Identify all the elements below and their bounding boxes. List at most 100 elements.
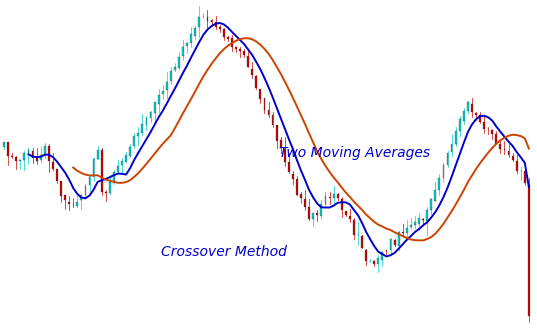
Bar bbox=[11, 156, 13, 157]
Bar bbox=[406, 228, 408, 233]
Bar bbox=[247, 56, 249, 67]
Bar bbox=[483, 122, 485, 129]
Bar bbox=[447, 153, 448, 165]
Bar bbox=[133, 136, 135, 146]
Bar bbox=[150, 113, 151, 118]
Bar bbox=[166, 82, 168, 90]
Bar bbox=[235, 47, 237, 49]
Bar bbox=[524, 171, 526, 183]
Bar bbox=[349, 216, 351, 219]
Bar bbox=[345, 211, 347, 215]
Bar bbox=[199, 17, 200, 27]
Bar bbox=[491, 130, 493, 134]
Bar bbox=[455, 131, 456, 144]
Bar bbox=[272, 115, 273, 125]
Bar bbox=[16, 157, 17, 161]
Bar bbox=[300, 194, 302, 198]
Bar bbox=[365, 250, 367, 261]
Bar bbox=[190, 34, 192, 43]
Bar bbox=[109, 182, 111, 193]
Bar bbox=[471, 104, 473, 112]
Bar bbox=[296, 179, 298, 195]
Bar bbox=[259, 89, 262, 98]
Bar bbox=[35, 158, 38, 161]
Bar bbox=[207, 17, 208, 21]
Bar bbox=[264, 98, 265, 110]
Bar bbox=[125, 155, 127, 162]
Bar bbox=[280, 140, 281, 149]
Bar bbox=[434, 190, 436, 200]
Bar bbox=[231, 38, 233, 47]
Bar bbox=[52, 162, 54, 169]
Bar bbox=[316, 213, 318, 215]
Bar bbox=[84, 186, 86, 195]
Bar bbox=[463, 111, 465, 121]
Bar bbox=[68, 202, 70, 204]
Bar bbox=[304, 199, 306, 207]
Bar bbox=[496, 133, 497, 144]
Bar bbox=[292, 174, 294, 179]
Bar bbox=[137, 133, 139, 136]
Bar bbox=[76, 201, 78, 206]
Bar bbox=[353, 220, 355, 235]
Bar bbox=[64, 195, 66, 200]
Bar bbox=[56, 169, 58, 181]
Bar bbox=[105, 192, 107, 194]
Bar bbox=[337, 194, 338, 198]
Bar bbox=[27, 150, 30, 153]
Bar bbox=[44, 146, 46, 154]
Bar bbox=[182, 47, 184, 56]
Bar bbox=[60, 181, 62, 195]
Bar bbox=[48, 146, 50, 161]
Bar bbox=[219, 27, 221, 29]
Bar bbox=[3, 142, 5, 147]
Bar bbox=[373, 260, 375, 264]
Bar bbox=[211, 20, 213, 22]
Bar bbox=[504, 149, 505, 151]
Bar bbox=[321, 204, 322, 216]
Bar bbox=[516, 161, 518, 172]
Bar bbox=[459, 119, 461, 131]
Bar bbox=[361, 236, 363, 248]
Bar bbox=[162, 91, 164, 94]
Bar bbox=[288, 162, 290, 172]
Bar bbox=[275, 125, 278, 141]
Bar bbox=[479, 114, 481, 122]
Bar bbox=[146, 118, 147, 125]
Bar bbox=[227, 37, 229, 39]
Bar bbox=[267, 111, 270, 115]
Bar bbox=[284, 149, 286, 162]
Bar bbox=[313, 213, 314, 219]
Bar bbox=[32, 152, 33, 158]
Bar bbox=[507, 151, 510, 155]
Bar bbox=[129, 147, 131, 155]
Bar bbox=[499, 144, 502, 149]
Bar bbox=[81, 195, 82, 200]
Bar bbox=[451, 144, 453, 152]
Bar bbox=[97, 150, 99, 159]
Bar bbox=[398, 232, 400, 246]
Bar bbox=[117, 166, 119, 172]
Bar bbox=[402, 232, 404, 233]
Bar bbox=[256, 76, 257, 88]
Bar bbox=[341, 198, 343, 210]
Bar bbox=[512, 155, 513, 160]
Bar bbox=[7, 142, 9, 156]
Bar bbox=[113, 172, 115, 183]
Bar bbox=[141, 124, 143, 133]
Bar bbox=[333, 194, 335, 198]
Bar bbox=[89, 177, 90, 185]
Bar bbox=[19, 160, 21, 161]
Bar bbox=[329, 196, 330, 198]
Text: Crossover Method: Crossover Method bbox=[161, 245, 287, 259]
Bar bbox=[215, 22, 216, 27]
Bar bbox=[121, 161, 123, 165]
Bar bbox=[528, 185, 530, 316]
Bar bbox=[442, 165, 444, 178]
Bar bbox=[174, 67, 176, 70]
Bar bbox=[438, 178, 440, 190]
Bar bbox=[308, 207, 310, 219]
Bar bbox=[239, 49, 241, 51]
Bar bbox=[414, 222, 416, 225]
Text: Two Moving Averages: Two Moving Averages bbox=[279, 146, 430, 160]
